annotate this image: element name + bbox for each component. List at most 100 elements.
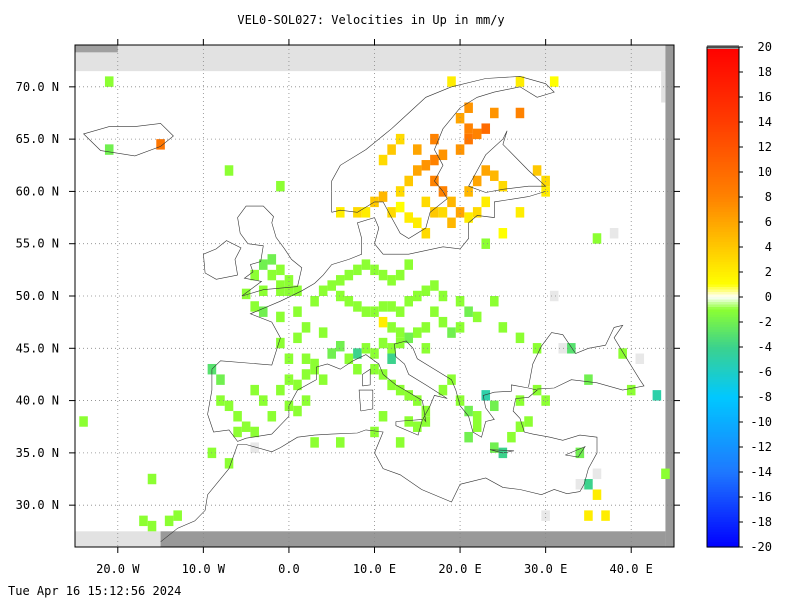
velocity-cell bbox=[661, 468, 670, 480]
colorbar-segment bbox=[707, 62, 739, 66]
colorbar-segment bbox=[707, 502, 739, 506]
colorbar-segment bbox=[707, 392, 739, 396]
colorbar-segment bbox=[707, 52, 739, 56]
y-tick-label: 50.0 N bbox=[16, 289, 59, 303]
velocity-cell bbox=[250, 301, 259, 312]
colorbar-segment bbox=[707, 489, 739, 493]
velocity-cell bbox=[378, 154, 388, 166]
velocity-cell bbox=[378, 337, 388, 349]
velocity-cell bbox=[335, 290, 345, 302]
colorbar-segment bbox=[707, 107, 739, 111]
colorbar-segment bbox=[707, 402, 739, 406]
colorbar-segment bbox=[707, 154, 739, 158]
x-tick-label: 20.0 W bbox=[96, 562, 140, 576]
coastlines bbox=[83, 44, 645, 543]
colorbar-segment bbox=[707, 274, 739, 278]
velocity-cell bbox=[413, 165, 422, 176]
velocity-cell bbox=[327, 348, 336, 359]
colorbar-segment bbox=[707, 84, 739, 88]
colorbar-segment bbox=[707, 134, 739, 138]
colorbar-segment bbox=[707, 187, 739, 191]
velocity-cell bbox=[361, 207, 371, 218]
velocity-cell bbox=[276, 180, 285, 192]
colorbar-segment bbox=[707, 444, 739, 448]
velocity-cell bbox=[361, 259, 371, 270]
colorbar-segment bbox=[707, 534, 739, 538]
colorbar-segment bbox=[707, 207, 739, 211]
velocity-cell bbox=[293, 405, 302, 417]
no-data-cell bbox=[558, 343, 568, 354]
velocity-cell bbox=[618, 348, 627, 359]
velocity-cell bbox=[498, 322, 508, 333]
colorbar-segment bbox=[707, 452, 739, 456]
colorbar-segment bbox=[707, 279, 739, 283]
velocity-cell bbox=[472, 207, 482, 218]
y-tick-label: 40.0 N bbox=[16, 394, 59, 408]
colorbar-segment bbox=[707, 324, 739, 328]
colorbar-segment bbox=[707, 244, 739, 248]
colorbar-segment bbox=[707, 359, 739, 363]
velocity-cell bbox=[515, 107, 525, 119]
velocity-cell bbox=[387, 301, 396, 312]
plot-area bbox=[75, 45, 674, 547]
velocity-cell bbox=[524, 416, 533, 427]
velocity-cell bbox=[378, 316, 388, 328]
colorbar-label: 12 bbox=[758, 140, 772, 154]
velocity-cell bbox=[404, 332, 414, 344]
colorbar-segment bbox=[707, 289, 739, 293]
no-data-cell bbox=[549, 290, 559, 302]
velocity-cell bbox=[421, 160, 431, 171]
colorbar-segment bbox=[707, 139, 739, 143]
colorbar-segment bbox=[707, 72, 739, 76]
no-data-cell bbox=[541, 510, 550, 521]
colorbar-segment bbox=[707, 479, 739, 483]
colorbar-segment bbox=[707, 457, 739, 461]
velocity-cell bbox=[438, 207, 448, 218]
colorbar-segment bbox=[707, 239, 739, 243]
velocity-cell bbox=[498, 180, 508, 192]
coastline bbox=[362, 368, 371, 387]
colorbar-segment bbox=[707, 124, 739, 128]
right-shaded-band bbox=[665, 45, 674, 547]
colorbar-segment bbox=[707, 512, 739, 516]
colorbar-segment bbox=[707, 119, 739, 123]
colorbar-segment bbox=[707, 192, 739, 196]
colorbar-segment bbox=[707, 194, 739, 198]
velocity-cell bbox=[404, 390, 414, 401]
colorbar-segment bbox=[707, 157, 739, 161]
colorbar-segment bbox=[707, 407, 739, 411]
colorbar-segment bbox=[707, 264, 739, 268]
colorbar-segment bbox=[707, 337, 739, 341]
colorbar-segment bbox=[707, 494, 739, 498]
velocity-cell bbox=[464, 133, 473, 145]
velocity-cell bbox=[464, 102, 473, 113]
colorbar-segment bbox=[707, 152, 739, 156]
coastline bbox=[395, 419, 423, 436]
colorbar-segment bbox=[707, 504, 739, 508]
velocity-cell bbox=[293, 285, 302, 296]
velocity-cell bbox=[472, 411, 482, 422]
velocity-cell bbox=[387, 353, 396, 364]
velocity-cell bbox=[301, 353, 311, 364]
velocity-cell bbox=[472, 311, 482, 323]
no-data-cell bbox=[609, 228, 619, 239]
colorbar-segment bbox=[707, 419, 739, 423]
velocity-cell bbox=[584, 374, 593, 385]
velocity-cell bbox=[387, 275, 396, 286]
velocity-cell bbox=[258, 259, 268, 270]
velocity-cell bbox=[472, 175, 482, 187]
colorbar-segment bbox=[707, 327, 739, 331]
colorbar-segment bbox=[707, 472, 739, 476]
velocity-cell bbox=[490, 170, 499, 181]
colorbar-segment bbox=[707, 387, 739, 391]
colorbar-segment bbox=[707, 94, 739, 98]
velocity-cell bbox=[395, 327, 405, 338]
velocity-cell bbox=[353, 363, 362, 375]
colorbar-segment bbox=[707, 339, 739, 343]
velocity-cell bbox=[378, 411, 388, 422]
velocity-cell bbox=[370, 306, 379, 317]
velocity-cell bbox=[584, 479, 593, 490]
velocity-cell bbox=[79, 416, 88, 427]
velocity-cell bbox=[430, 280, 439, 291]
velocity-cell bbox=[344, 353, 354, 364]
